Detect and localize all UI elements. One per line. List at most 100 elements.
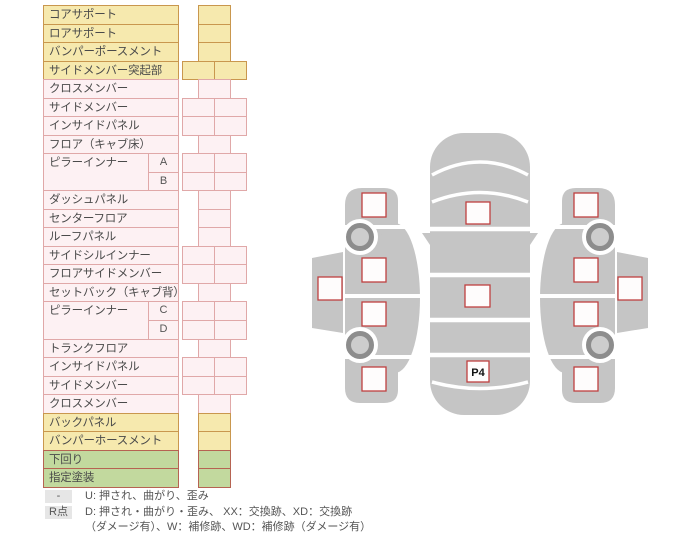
damage-status-cell xyxy=(182,98,215,117)
damage-status-cell xyxy=(182,357,215,377)
damage-status-cell xyxy=(198,42,231,62)
damage-status-cell xyxy=(214,320,247,340)
damage-status-cell xyxy=(214,153,247,173)
legend-text-d-line2: （ダメージ有）、W：補修跡、WD：補修跡（ダメージ有） xyxy=(85,521,372,533)
damage-status-cell xyxy=(214,116,247,136)
damage-marker xyxy=(573,192,599,218)
damage-status-cell xyxy=(198,468,231,488)
legend-badge-dash: - xyxy=(45,490,72,503)
damage-status-cell xyxy=(182,116,215,136)
damage-marker xyxy=(573,257,599,283)
hood-seam xyxy=(431,160,529,177)
side-view-right xyxy=(537,188,648,403)
damage-status-cell xyxy=(182,264,215,284)
part-label-cell: トランクフロア xyxy=(43,339,179,358)
damage-marker xyxy=(465,201,491,225)
part-label-cell: インサイドパネル xyxy=(43,357,179,377)
damage-status-cell xyxy=(182,172,215,191)
legend-text-d-line1: D: 押され・曲がり・歪み、 XX：交換跡、XD：交換跡 xyxy=(85,506,353,518)
damage-status-cell xyxy=(182,376,215,395)
windshield-seam xyxy=(431,190,529,204)
damage-status-cell xyxy=(182,320,215,340)
damage-marker xyxy=(573,366,599,392)
part-label-cell: ピラーインナー xyxy=(43,301,149,340)
damage-status-cell xyxy=(198,190,231,210)
damage-status-cell xyxy=(182,153,215,173)
damage-status-cell xyxy=(214,376,247,395)
legend-text-u: U: 押され、曲がり、歪み xyxy=(85,490,209,502)
part-label-cell: サイドメンバー突起部 xyxy=(43,61,179,80)
damage-status-cell xyxy=(214,301,247,321)
damage-status-cell xyxy=(182,301,215,321)
wheel-left-front-hub xyxy=(351,228,369,246)
damage-status-cell xyxy=(198,227,231,247)
damage-marker xyxy=(464,284,491,308)
legend-badge-rten: R点 xyxy=(45,506,72,519)
top-view: P4 xyxy=(422,133,538,415)
vehicle-diagram: P4 xyxy=(312,133,648,415)
damage-marker xyxy=(361,301,387,327)
damage-status-cell xyxy=(214,264,247,284)
damage-marker-p4 xyxy=(466,360,490,383)
part-label-cell: クロスメンバー xyxy=(43,394,179,414)
damage-status-cell xyxy=(198,24,231,43)
damage-status-cell xyxy=(182,246,215,265)
part-label-cell: サイドメンバー xyxy=(43,376,179,395)
left-mirror xyxy=(422,233,434,251)
side-view-left xyxy=(312,188,423,403)
wheel-right-front-hub xyxy=(591,228,609,246)
damage-status-cell xyxy=(198,283,231,302)
damage-marker xyxy=(361,192,387,218)
part-label-cell: フロアサイドメンバー xyxy=(43,264,179,284)
damage-marker xyxy=(573,301,599,327)
wheel-right-rear-hub xyxy=(591,336,609,354)
legend-row-rten: R点 D: 押され・曲がり・歪み、 XX：交換跡、XD：交換跡 （ダメージ有）、… xyxy=(45,505,371,535)
part-label-cell: 指定塗装 xyxy=(43,468,179,488)
part-label-cell: 下回り xyxy=(43,450,179,469)
damage-marker xyxy=(361,257,387,283)
damage-status-cell xyxy=(198,431,231,451)
part-label-cell: バックパネル xyxy=(43,413,179,432)
damage-status-cell xyxy=(214,98,247,117)
legend-row-u: - U: 押され、曲がり、歪み xyxy=(45,489,371,504)
damage-status-cell xyxy=(198,79,231,99)
damage-status-cell xyxy=(214,61,247,80)
damage-marker xyxy=(361,366,387,392)
damage-status-cell xyxy=(214,246,247,265)
parts-table: コアサポート ロアサポート バンパーポースメント サイドメンバー突起部 クロスメンバーサ… xyxy=(43,5,248,488)
part-label-cell: サイドメンバー xyxy=(43,98,179,117)
damage-status-cell xyxy=(198,209,231,228)
part-label-cell: バンパーホースメント xyxy=(43,431,179,451)
part-label-cell: ピラーインナー xyxy=(43,153,149,191)
wheel-left-rear-hub xyxy=(351,336,369,354)
damage-status-cell xyxy=(214,357,247,377)
part-label-cell: バンパーポースメント xyxy=(43,42,179,62)
part-label-cell: セットバック（キャブ背） xyxy=(43,283,179,302)
damage-status-cell xyxy=(198,339,231,358)
part-label-cell: クロスメンバー xyxy=(43,79,179,99)
pillar-sub-cell: A xyxy=(148,153,179,173)
damage-status-cell xyxy=(198,5,231,25)
part-label-cell: インサイドパネル xyxy=(43,116,179,136)
trunk-seam xyxy=(431,380,529,391)
part-label-cell: ダッシュパネル xyxy=(43,190,179,210)
part-label-cell: ルーフパネル xyxy=(43,227,179,247)
part-label-cell: サイドシルインナー xyxy=(43,246,179,265)
damage-status-cell xyxy=(182,61,215,80)
right-mirror xyxy=(526,233,538,251)
pillar-sub-cell: B xyxy=(148,172,179,191)
pillar-sub-cell: D xyxy=(148,320,179,340)
part-label-cell: フロア（キャブ床） xyxy=(43,135,179,154)
part-label-cell: ロアサポート xyxy=(43,24,179,43)
damage-status-cell xyxy=(198,413,231,432)
damage-status-cell xyxy=(198,450,231,469)
damage-status-cell xyxy=(198,135,231,154)
damage-marker xyxy=(317,276,343,301)
damage-marker xyxy=(617,276,643,301)
part-label-cell: センターフロア xyxy=(43,209,179,228)
part-label-cell: コアサポート xyxy=(43,5,179,25)
pillar-sub-cell: C xyxy=(148,301,179,321)
p4-label: P4 xyxy=(471,367,485,379)
legend: - U: 押され、曲がり、歪み R点 D: 押され・曲がり・歪み、 XX：交換跡… xyxy=(45,489,371,535)
